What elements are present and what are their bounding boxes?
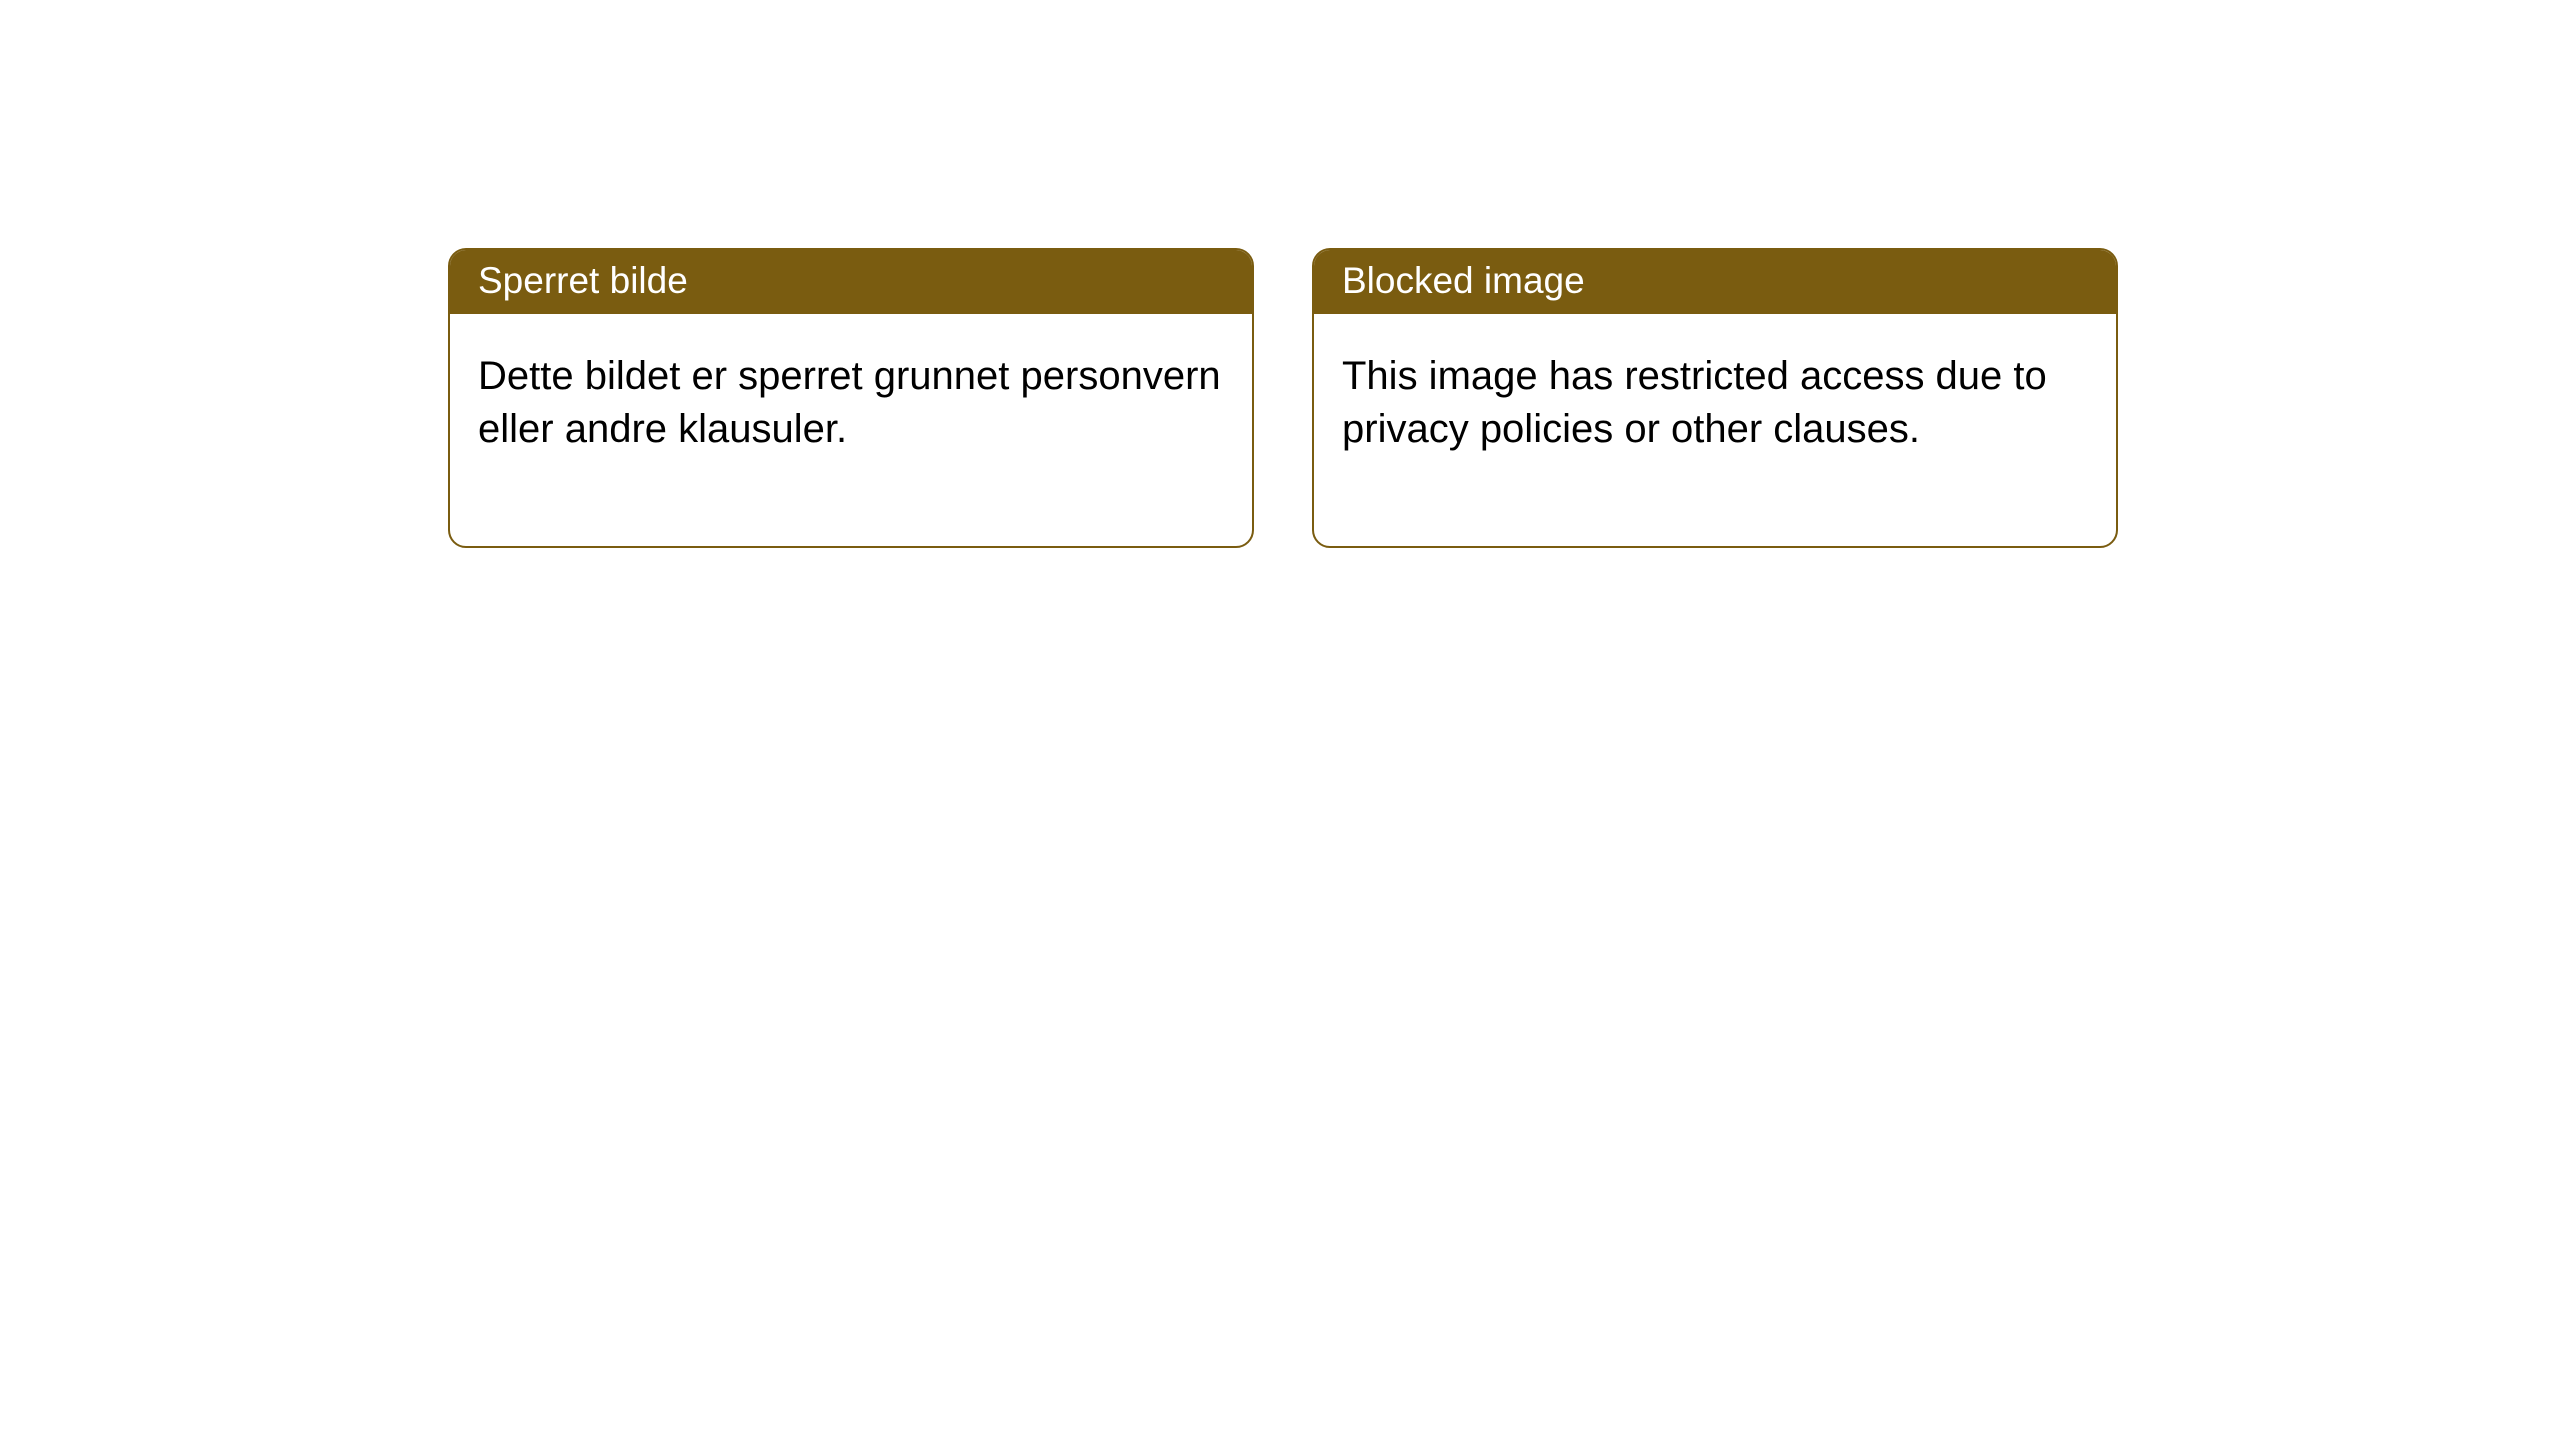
notice-header-english: Blocked image bbox=[1314, 250, 2116, 314]
notice-card-norwegian: Sperret bilde Dette bildet er sperret gr… bbox=[448, 248, 1254, 548]
notice-container: Sperret bilde Dette bildet er sperret gr… bbox=[0, 0, 2560, 548]
notice-body-english: This image has restricted access due to … bbox=[1314, 314, 2116, 546]
notice-body-norwegian: Dette bildet er sperret grunnet personve… bbox=[450, 314, 1252, 546]
notice-header-norwegian: Sperret bilde bbox=[450, 250, 1252, 314]
notice-card-english: Blocked image This image has restricted … bbox=[1312, 248, 2118, 548]
